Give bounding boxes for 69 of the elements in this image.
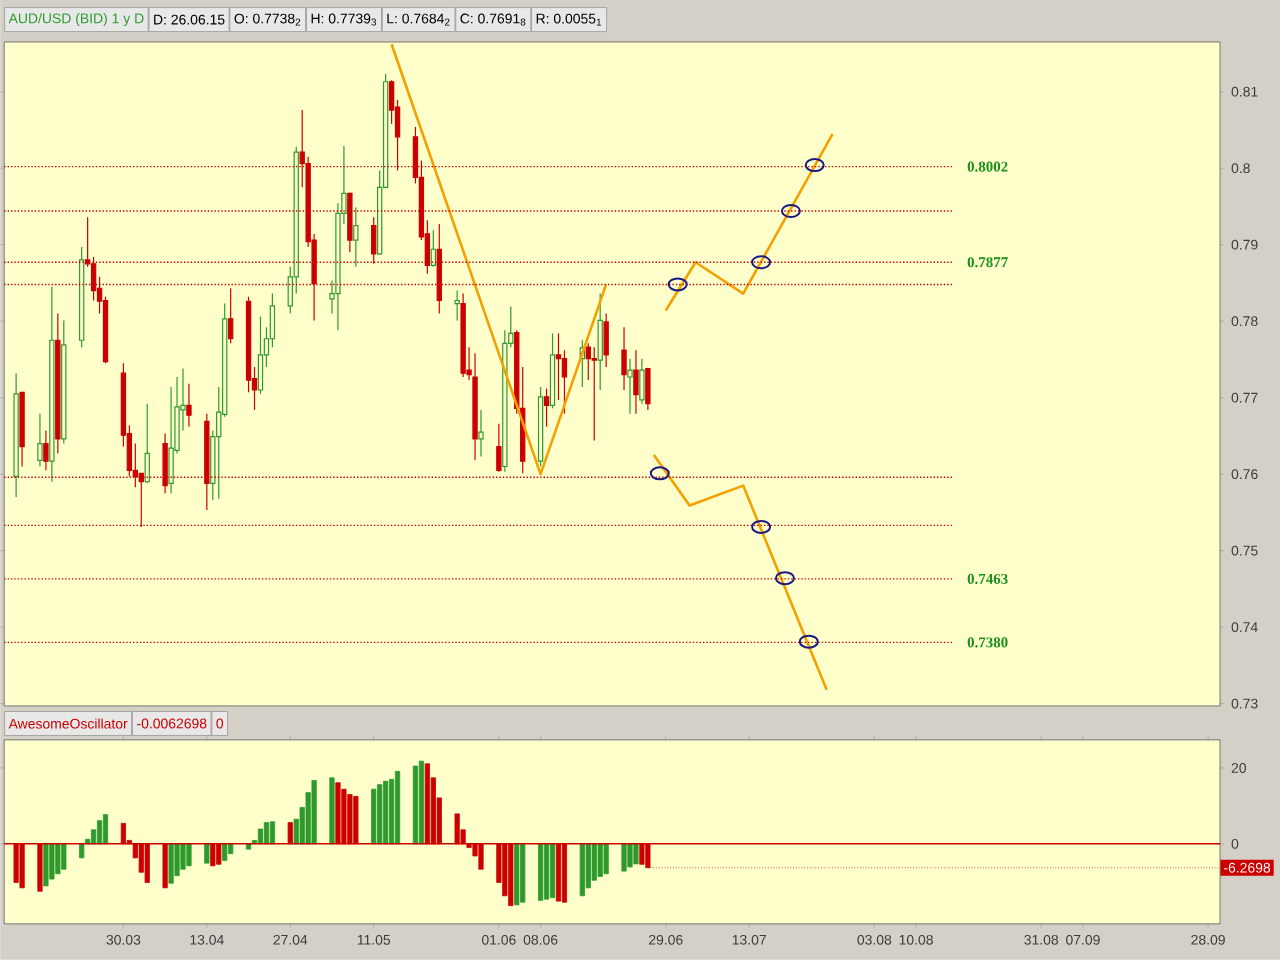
candlestick (478, 409, 484, 458)
bar (514, 843, 520, 906)
bar (627, 843, 633, 868)
bar (543, 843, 550, 900)
bar (383, 780, 389, 845)
bar (180, 843, 186, 870)
candlestick (353, 206, 359, 268)
bar (55, 843, 61, 875)
line-series (664, 132, 834, 312)
point (774, 571, 795, 586)
bar (371, 788, 377, 845)
bar (102, 814, 109, 845)
bar (222, 843, 228, 861)
candlestick (603, 312, 609, 368)
candlestick (633, 349, 639, 415)
candlestick (144, 403, 150, 484)
candlestick (257, 316, 264, 395)
candlestick (591, 346, 597, 442)
bar (269, 821, 275, 845)
bar (537, 843, 544, 901)
bar (388, 778, 395, 845)
point (751, 255, 772, 270)
bar (597, 843, 603, 877)
candlestick (227, 287, 234, 344)
candlestick (37, 413, 43, 468)
bar (394, 771, 401, 845)
bar (204, 843, 210, 864)
bar (61, 843, 67, 870)
bar (520, 843, 526, 903)
bar (263, 822, 270, 845)
point (804, 158, 825, 173)
bar (585, 843, 591, 889)
point (780, 204, 801, 219)
candlestick (454, 290, 460, 322)
point (751, 519, 772, 534)
bar (603, 843, 609, 875)
line-series (652, 453, 828, 692)
candlestick (597, 293, 603, 391)
bar (79, 843, 85, 859)
bar (228, 843, 234, 855)
bar (168, 843, 174, 884)
bar (311, 780, 317, 845)
point (649, 466, 670, 481)
bar (591, 843, 597, 881)
bar (257, 828, 264, 845)
bar (633, 843, 639, 865)
candlestick (496, 423, 502, 473)
point (667, 277, 688, 292)
candlestick (43, 429, 49, 471)
bar (329, 777, 335, 845)
candlestick (645, 367, 651, 411)
bar (186, 843, 192, 867)
candlestick (627, 358, 633, 415)
bar (579, 843, 585, 897)
bar (621, 843, 627, 872)
bar (418, 760, 424, 845)
candlestick (186, 383, 192, 428)
bar (412, 765, 419, 845)
candlestick (621, 326, 627, 391)
candlestick (639, 358, 645, 405)
candlestick (430, 229, 436, 268)
bar (96, 820, 103, 845)
bar (549, 843, 556, 899)
bar (43, 843, 49, 887)
bar (49, 843, 55, 880)
bar (174, 843, 180, 877)
point (798, 634, 819, 649)
candlestick (543, 387, 550, 428)
bar (377, 784, 383, 845)
